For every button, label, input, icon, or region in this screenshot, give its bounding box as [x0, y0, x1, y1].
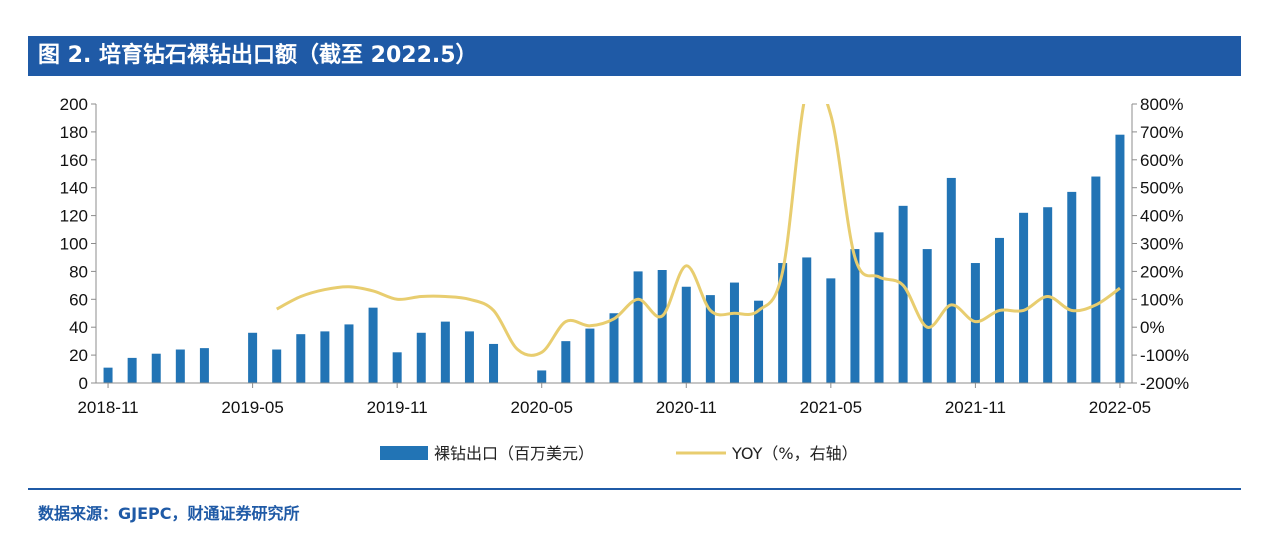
bar-2021-06 — [850, 249, 860, 383]
legend-swatch-bar — [380, 446, 428, 460]
bar-2021-02 — [754, 300, 764, 383]
x-tick-label: 2020-05 — [511, 398, 573, 417]
y-left-tick-label: 100 — [60, 235, 88, 254]
bar-series — [103, 134, 1125, 383]
x-tick-label: 2018-11 — [77, 398, 138, 417]
bar-2020-07 — [585, 328, 595, 383]
divider-line — [28, 488, 1241, 490]
y-left-tick-label: 140 — [60, 179, 88, 198]
bar-2022-03 — [1067, 191, 1077, 383]
bar-2021-09 — [922, 249, 932, 383]
y-left-tick-label: 200 — [60, 95, 88, 114]
y-right-tick-label: 100% — [1140, 290, 1183, 309]
y-left-tick-label: 120 — [60, 207, 88, 226]
x-tick-label: 2021-05 — [800, 398, 862, 417]
bar-2019-06 — [272, 349, 282, 383]
y-right-tick-label: 300% — [1140, 235, 1183, 254]
bar-2021-10 — [946, 177, 956, 383]
y-right-tick-label: -100% — [1140, 346, 1189, 365]
bar-2020-01 — [440, 321, 450, 383]
bar-2020-06 — [561, 341, 571, 383]
chart-title: 图 2. 培育钻石裸钻出口额（截至 2022.5） — [28, 36, 1241, 76]
y-right-tick-label: 500% — [1140, 179, 1183, 198]
bar-2019-05 — [248, 332, 258, 383]
legend: 裸钻出口（百万美元） YOY（%，右轴） — [380, 444, 858, 463]
x-tick-label: 2020-11 — [656, 398, 717, 417]
bar-2020-09 — [633, 271, 643, 383]
bar-2021-03 — [778, 263, 788, 383]
bar-2021-08 — [898, 205, 908, 383]
bar-2020-08 — [609, 313, 619, 383]
y-right-tick-label: 700% — [1140, 123, 1183, 142]
bar-2022-04 — [1091, 176, 1101, 383]
bar-2019-03 — [199, 348, 209, 383]
legend-label-line: YOY（%，右轴） — [731, 444, 858, 463]
bar-2022-01 — [1019, 212, 1029, 383]
bar-2020-02 — [464, 331, 474, 383]
y-left-tick-label: 60 — [69, 290, 88, 309]
bar-2019-11 — [392, 352, 402, 383]
y-right-tick-label: 800% — [1140, 95, 1183, 114]
bar-2019-01 — [151, 353, 161, 383]
y-right-tick-label: 600% — [1140, 151, 1183, 170]
y-left-tick-label: 80 — [69, 262, 88, 281]
y-right-tick-label: 200% — [1140, 262, 1183, 281]
source-note: 数据来源：GJEPC，财通证券研究所 — [38, 504, 300, 523]
bar-2019-07 — [296, 334, 306, 383]
bar-2018-11 — [103, 367, 113, 383]
bar-2020-11 — [681, 286, 691, 383]
y-left-tick-label: 0 — [79, 374, 88, 393]
legend-label-bar: 裸钻出口（百万美元） — [434, 444, 594, 463]
bar-2020-03 — [489, 343, 499, 383]
x-tick-label: 2019-05 — [221, 398, 283, 417]
y-left-tick-label: 180 — [60, 123, 88, 142]
y-left-tick-label: 20 — [69, 346, 88, 365]
bar-2021-05 — [826, 278, 836, 383]
y-left-tick-label: 160 — [60, 151, 88, 170]
bar-2022-05 — [1115, 134, 1125, 383]
bar-2018-12 — [127, 357, 137, 383]
bar-2019-09 — [344, 324, 354, 383]
x-tick-label: 2019-11 — [367, 398, 428, 417]
bar-2020-10 — [657, 270, 667, 383]
y-right-tick-label: 400% — [1140, 207, 1183, 226]
yoy-line — [275, 104, 1121, 357]
bar-2020-12 — [705, 295, 715, 383]
chart-axes: 0 20 40 60 80 100 120 140 160 180 200 -200% -100% 0% 1… — [60, 95, 1190, 417]
bar-2021-01 — [729, 282, 739, 383]
bar-2019-12 — [416, 332, 426, 383]
y-right-tick-label: 0% — [1140, 318, 1165, 337]
bar-2019-08 — [320, 331, 330, 383]
y-left-tick-label: 40 — [69, 318, 88, 337]
y-right-tick-label: -200% — [1140, 374, 1189, 393]
bar-2020-05 — [537, 370, 547, 383]
bar-2019-02 — [175, 349, 185, 383]
x-tick-label: 2022-05 — [1089, 398, 1151, 417]
bar-2021-04 — [802, 257, 812, 383]
x-tick-label: 2021-11 — [945, 398, 1006, 417]
bar-2021-07 — [874, 232, 884, 383]
bar-2019-10 — [368, 307, 378, 383]
